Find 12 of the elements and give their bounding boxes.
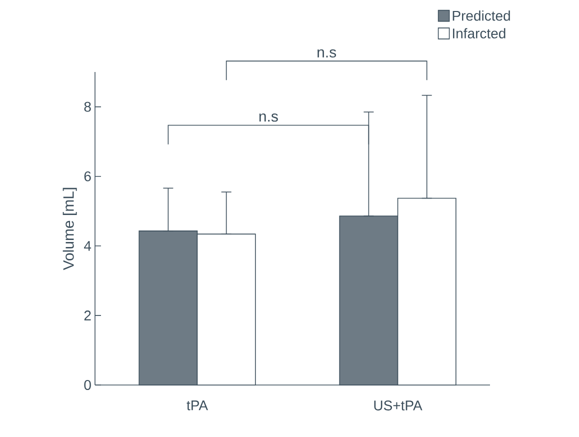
- annotation: n.s: [259, 113, 278, 122]
- y-tick-label: 2: [84, 310, 91, 320]
- text: n.s: [318, 49, 336, 58]
- legend-label: Infarcted: [452, 28, 506, 38]
- x-tick-label: tPA: [186, 400, 208, 410]
- y-tick-label: 0: [84, 380, 91, 390]
- y-axis-title: Volume [mL]: [62, 188, 77, 270]
- y-tick-label: 8: [84, 102, 91, 112]
- x-tick-label: US+tPA: [374, 400, 422, 410]
- y-tick-label: 4: [84, 241, 92, 251]
- y-tick-label: 6: [84, 171, 91, 182]
- legend-label: Predicted: [452, 10, 510, 21]
